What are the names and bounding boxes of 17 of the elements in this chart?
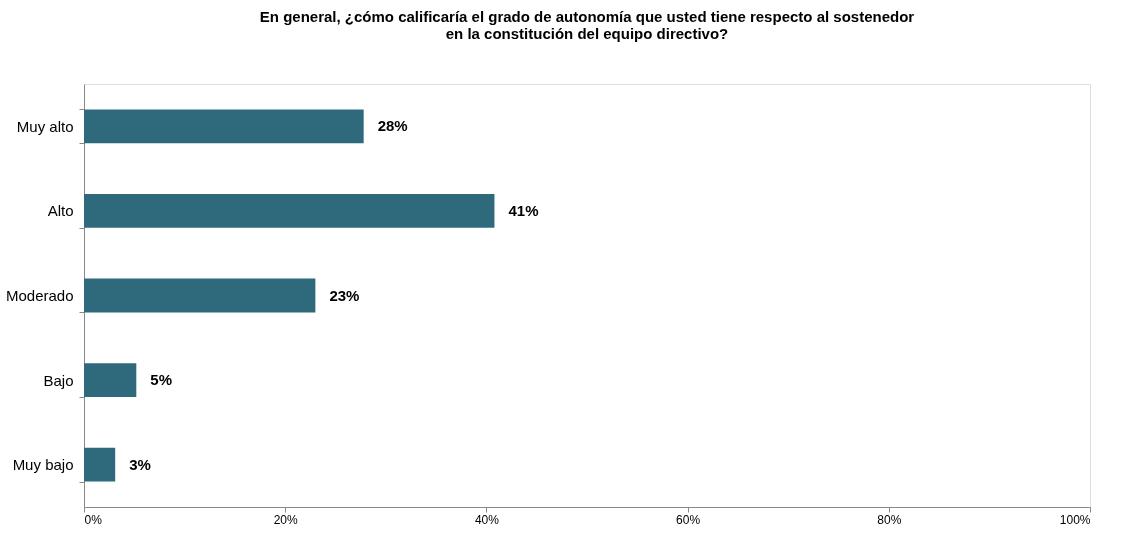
x-tick-label: 60% [676,512,701,527]
x-tick-label: 100% [1059,512,1091,527]
data-label: 41% [508,201,539,219]
data-label: 3% [129,455,151,473]
chart-title: En general, ¿cómo calificaría el grado de autonomía que usted tiene respecto al sostenedor en la constitución del equipo directivo? [259,8,915,42]
data-label: 5% [150,371,172,389]
x-tick-label: 0% [84,512,103,527]
x-tick-label: 40% [474,512,500,527]
y-tick-label: Muy bajo [12,456,74,474]
x-tick-label: 20% [273,512,299,527]
data-label: 23% [329,286,360,304]
y-tick-label: Bajo [43,371,74,389]
y-tick-label: Alto [47,202,74,220]
x-tick-label: 80% [877,512,902,527]
y-tick-label: Moderado [5,287,74,304]
y-tick-label: Muy alto [16,117,74,135]
data-label: 28% [377,117,408,135]
